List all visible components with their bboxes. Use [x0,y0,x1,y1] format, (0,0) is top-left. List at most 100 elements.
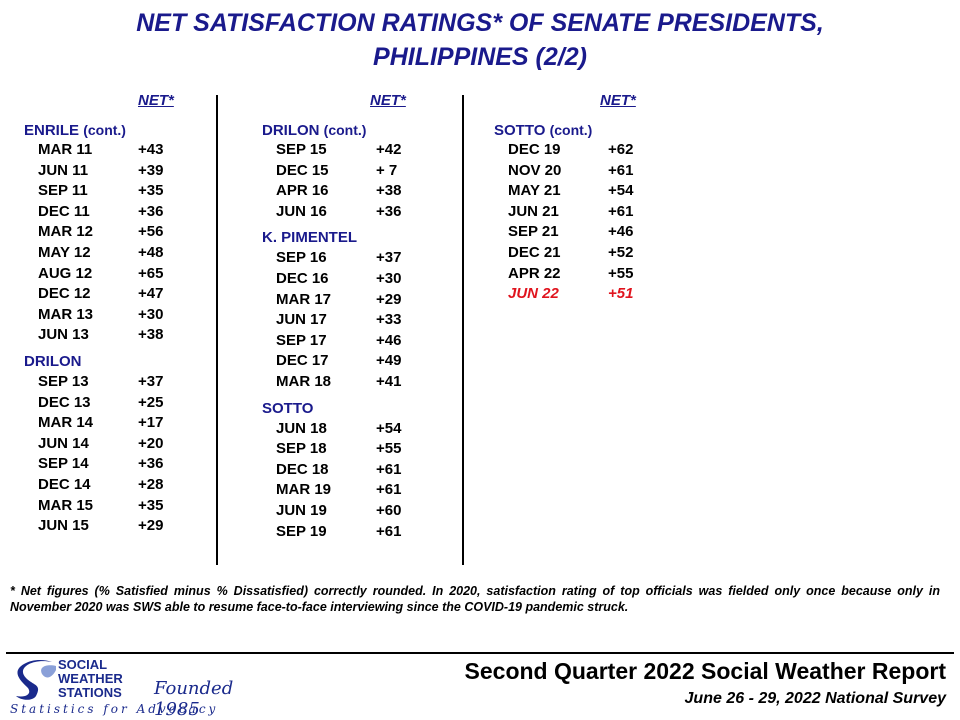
rating-row: JUN 14 +20 [24,434,163,455]
net-rating: +54 [376,419,402,437]
survey-date: MAR 15 [38,496,94,514]
survey-date: MAR 12 [38,223,94,241]
survey-date: SEP 17 [276,331,327,349]
rating-row: DEC 17 +49 [262,351,401,372]
survey-date: MAR 13 [38,305,94,323]
rating-row: JUN 19 +60 [262,501,401,522]
net-header: NET* [370,92,406,109]
rating-row: JUN 15 +29 [24,516,163,537]
org-line: STATIONS [58,685,122,700]
survey-date: JUN 15 [38,517,89,535]
survey-date: JUN 18 [276,419,327,437]
rating-row: DEC 13 +25 [24,393,163,414]
net-rating: +54 [608,182,634,200]
rating-row: SEP 11 +35 [24,181,163,202]
net-rating: +61 [376,460,402,478]
net-rating: +35 [138,182,164,200]
rating-row: JUN 18 +54 [262,419,401,440]
rating-row: SEP 18 +55 [262,439,401,460]
rating-row: MAR 17 +29 [262,290,401,311]
column-rows: DRILON (cont.) SEP 15 +42 DEC 15 + 7 APR 16 +3… [262,120,401,543]
net-rating: + 7 [376,161,398,179]
rating-row: SEP 17 +46 [262,331,401,352]
net-rating: +61 [376,522,402,540]
net-rating: +49 [376,352,402,370]
net-rating: +60 [376,501,402,519]
net-rating: +36 [138,455,164,473]
report-subtitle: June 26 - 29, 2022 National Survey [684,690,946,707]
net-rating: +17 [138,414,164,432]
survey-date: DEC 21 [508,243,561,261]
continued-label: (cont.) [83,122,126,138]
org-line: SOCIAL [58,657,108,672]
report-title: Second Quarter 2022 Social Weather Repor… [464,658,946,684]
net-rating: +61 [608,161,634,179]
survey-date: JUN 21 [508,202,559,220]
net-rating: +41 [376,372,402,390]
org-name: SOCIAL WEATHER STATIONS [58,658,123,700]
survey-date: DEC 14 [38,475,91,493]
column-divider [216,95,218,565]
president-name: DRILON [262,122,320,139]
rating-row: DEC 18 +61 [262,460,401,481]
rating-row: AUG 12 +65 [24,264,163,285]
rating-row: DEC 19 +62 [494,140,633,161]
footer-divider [6,652,954,654]
rating-row: MAR 13 +30 [24,305,163,326]
net-rating: +61 [608,202,634,220]
net-rating: +43 [138,141,164,158]
rating-row: DEC 21 +52 [494,243,633,264]
survey-date: APR 16 [276,182,329,200]
net-rating: +35 [138,496,164,514]
survey-date: MAY 21 [508,182,561,200]
net-rating: +38 [138,326,164,344]
senate-president-heading: DRILON [24,352,126,372]
rating-row: JUN 21 +61 [494,202,633,223]
survey-date: SEP 11 [38,182,88,200]
rating-row: DEC 16 +30 [262,269,401,290]
survey-date: SEP 19 [276,522,327,540]
net-rating: +52 [608,243,634,261]
survey-date: DEC 17 [276,352,329,370]
survey-date: JUN 13 [38,326,89,344]
net-rating: +42 [376,141,402,158]
title-line-2: PHILIPPINES (2/2) [373,43,587,71]
rating-row: MAR 18 +41 [262,372,401,393]
survey-date: JUN 19 [276,501,327,519]
net-rating: +61 [376,481,402,499]
tagline: Statistics for Advocacy [10,702,219,716]
survey-date: MAY 12 [38,243,91,261]
rating-row: NOV 20 +61 [494,161,633,182]
net-rating: +48 [138,243,164,261]
footnote: * Net figures (% Satisfied minus % Dissa… [10,584,940,614]
net-header: NET* [138,92,174,109]
net-rating: +62 [608,141,634,158]
senate-president-heading: SOTTO (cont.) [494,120,592,140]
survey-date: NOV 20 [508,161,562,179]
survey-date: AUG 12 [38,264,93,282]
net-rating: +29 [376,290,402,308]
net-rating: +28 [138,475,164,493]
net-rating: +55 [376,440,402,458]
survey-date: DEC 11 [38,202,90,220]
president-name: K. PIMENTEL [262,229,358,247]
rating-row: JUN 16 +36 [262,202,401,223]
rating-row: DEC 14 +28 [24,475,163,496]
rating-row: SEP 15 +42 [262,140,401,161]
rating-row: SEP 19 +61 [262,522,401,543]
rating-row: MAR 15 +35 [24,496,163,517]
column-rows: SOTTO (cont.) DEC 19 +62 NOV 20 +61 MAY 21 +54… [494,120,633,305]
rating-row: SEP 14 +36 [24,454,163,475]
net-rating: +36 [138,202,164,220]
survey-date: JUN 11 [38,161,89,179]
net-rating: +37 [376,249,402,267]
rating-row: MAR 19 +61 [262,480,401,501]
senate-president-heading: ENRILE (cont.) [24,120,126,140]
net-rating: +47 [138,285,164,303]
survey-date: MAR 18 [276,372,332,390]
rating-row: JUN 22 +51 [494,284,633,305]
net-rating: +37 [138,372,164,390]
continued-label: (cont.) [323,122,367,138]
net-header: NET* [600,92,636,109]
rating-row: APR 22 +55 [494,264,633,285]
